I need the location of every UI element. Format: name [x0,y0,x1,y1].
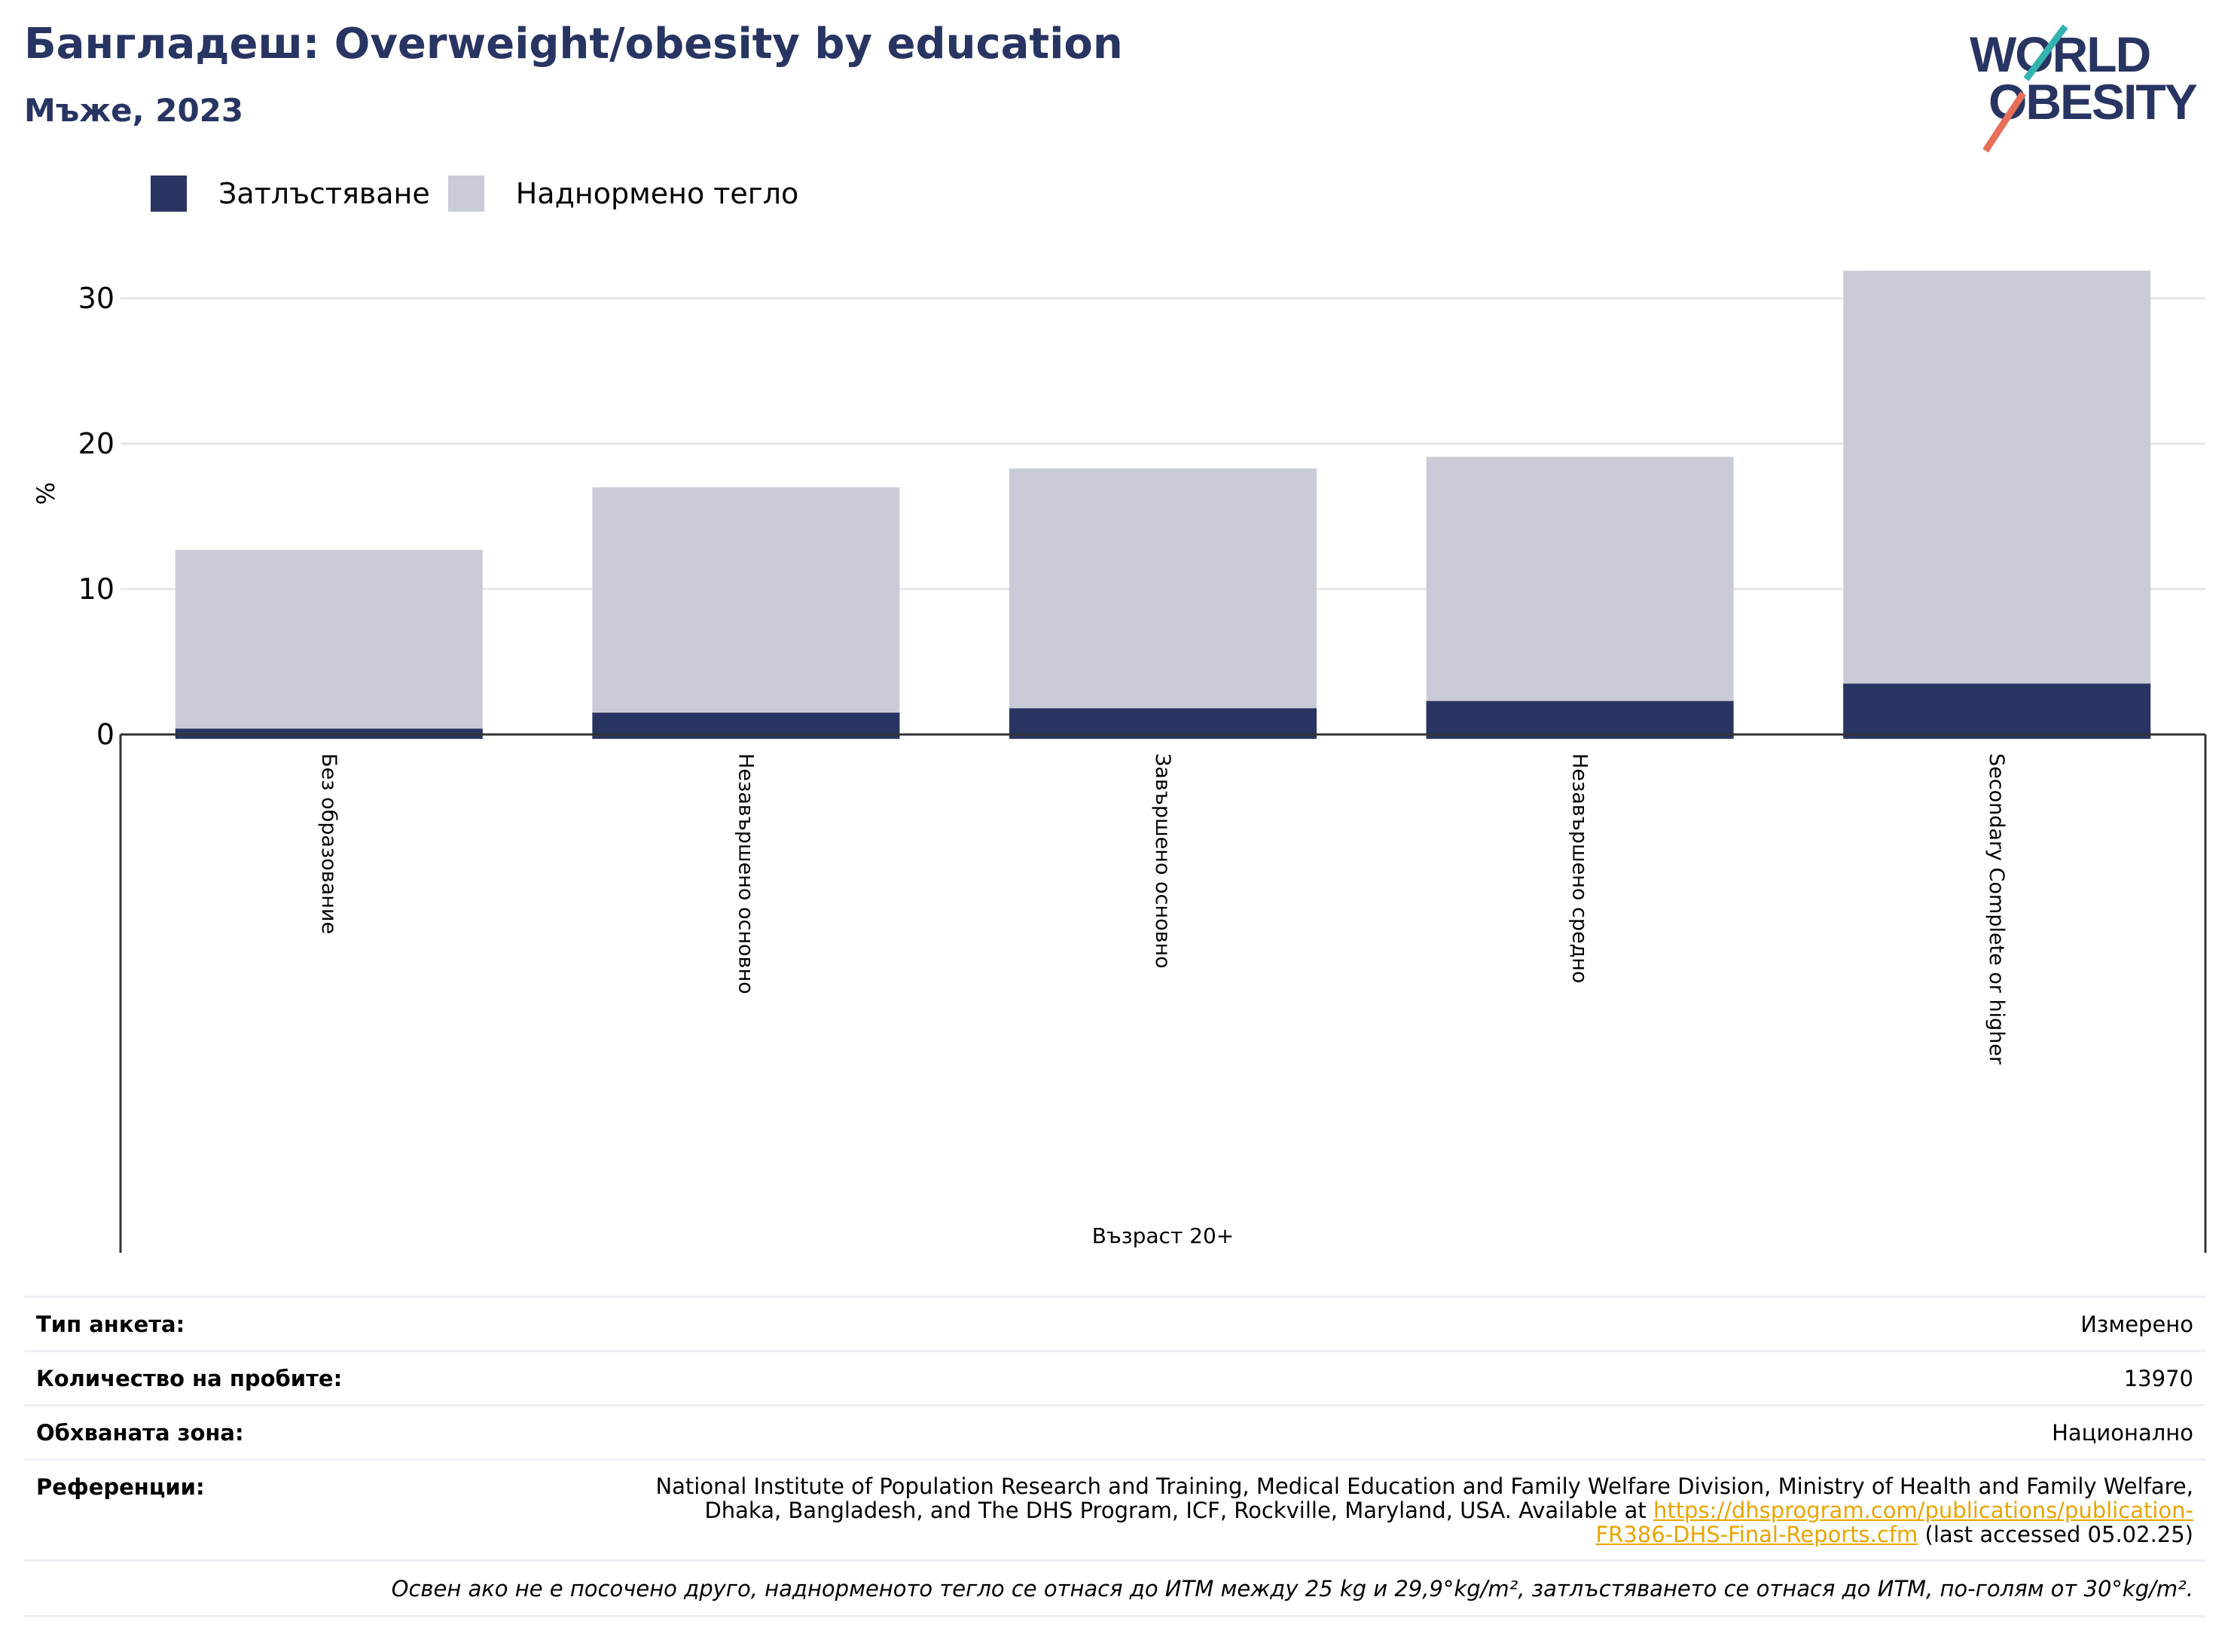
sample-size-value: 13970 [2123,1365,2193,1391]
references-text-2: Dhaka, Bangladesh, and The DHS Program, … [704,1498,1647,1523]
page-title: Бангладеш: Overweight/obesity by educati… [24,20,1123,69]
world-obesity-logo: WORLD OBESITY [1970,24,2199,153]
x-tick-label: Незавършено основно [734,753,757,994]
legend-item-obesity[interactable]: Затлъстяване [151,176,430,212]
bar-overweight [175,549,483,739]
bar-obesity [1426,701,1734,739]
references-value: National Institute of Population Researc… [371,1474,2193,1547]
page-subtitle: Мъже, 2023 [24,92,244,129]
logo-line-2: OBESITY [1988,74,2197,130]
chart-legend: Затлъстяване Наднормено тегло [151,175,816,212]
info-row-area: Обхваната зона: Национално [24,1404,2205,1458]
bar-obesity [1843,683,2151,739]
area-label: Обхваната зона: [36,1419,244,1446]
logo-coral-stroke [1982,91,2026,153]
references-suffix: (last accessed 05.02.25) [1924,1522,2193,1547]
bar-overweight [1426,457,1734,739]
legend-label-overweight: Наднормено тегло [515,177,799,210]
survey-type-value: Измерено [2080,1311,2193,1337]
survey-info-table: Тип анкета: Измерено Количество на проби… [24,1296,2205,1617]
bar-overweight [1843,270,2151,739]
legend-swatch-overweight [447,176,484,212]
logo-teal-stroke [2023,24,2068,81]
legend-label-obesity: Затлъстяване [218,177,430,210]
info-row-references: Референции: National Institute of Popula… [24,1458,2205,1559]
y-tick-label: 30 [78,282,114,315]
bar-overweight [1009,468,1317,739]
info-row-note: Освен ако не е посочено друго, наднормен… [24,1559,2205,1617]
bar-chart: 0 10 20 30% Без образование Незавършено основ… [32,270,2207,1253]
sample-size-label: Количество на пробите: [36,1365,343,1391]
legend-item-overweight[interactable]: Наднормено тегло [447,176,799,212]
area-value: Национално [2052,1419,2193,1446]
y-tick-label: 20 [78,427,114,460]
info-row-sample-size: Количество на пробите: 13970 [24,1350,2205,1404]
references-link-2[interactable]: FR386-DHS-Final-Reports.cfm [1595,1522,1918,1547]
info-row-survey-type: Тип анкета: Измерено [24,1296,2205,1350]
references-label: Референции: [36,1474,205,1500]
references-text-1: National Institute of Population Researc… [655,1473,2193,1499]
x-axis-label: Възраст 20+ [1092,1223,1235,1248]
x-tick-label: Незавършено средно [1568,753,1592,983]
x-tick-label: Завършено основно [1151,753,1174,969]
bmi-definition-note: Освен ако не е посочено друго, наднормен… [391,1575,2193,1602]
y-axis-label: % [32,482,60,505]
survey-type-label: Тип анкета: [36,1311,185,1337]
legend-swatch-obesity [151,176,187,212]
x-tick-label: Secondary Complete or higher [1985,753,2008,1065]
y-tick-label: 10 [78,573,114,606]
y-tick-label: 0 [96,718,114,751]
bar-overweight [592,487,900,739]
x-tick-label: Без образование [317,753,340,934]
references-link-1[interactable]: https://dhsprogram.com/publications/publ… [1653,1498,2193,1523]
